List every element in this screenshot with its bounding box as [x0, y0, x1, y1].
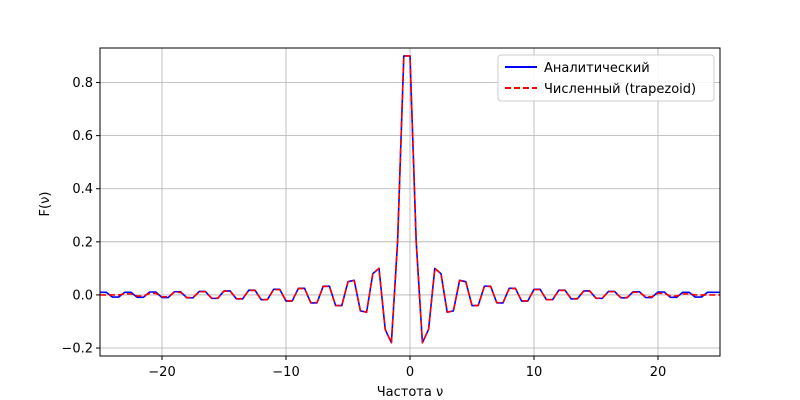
series-lines [100, 55, 720, 344]
series-line-numeric [100, 55, 720, 344]
x-axis-ticks: −20 −10 0 10 20 [148, 356, 666, 380]
y-tick-label: 0.6 [72, 129, 93, 144]
x-tick-label: 0 [406, 365, 414, 380]
legend-label-numeric: Численный (trapezoid) [544, 82, 696, 97]
legend: Аналитический Численный (trapezoid) [497, 54, 715, 102]
legend-box [497, 54, 715, 102]
x-axis-label: Частота ν [377, 385, 444, 400]
x-tick-label: 10 [526, 365, 543, 380]
x-tick-label: −20 [148, 365, 175, 380]
legend-label-analytic: Аналитический [544, 61, 650, 76]
y-tick-label: 0.8 [72, 76, 93, 91]
y-axis-ticks: −0.2 0.0 0.2 0.4 0.6 0.8 [61, 76, 100, 357]
y-axis-label: F(ν) [38, 192, 53, 217]
x-tick-label: 20 [650, 365, 667, 380]
y-tick-label: 0.2 [72, 235, 93, 250]
y-tick-label: −0.2 [61, 342, 93, 357]
y-tick-label: 0.0 [72, 288, 93, 303]
y-tick-label: 0.4 [72, 182, 93, 197]
x-tick-label: −10 [272, 365, 299, 380]
